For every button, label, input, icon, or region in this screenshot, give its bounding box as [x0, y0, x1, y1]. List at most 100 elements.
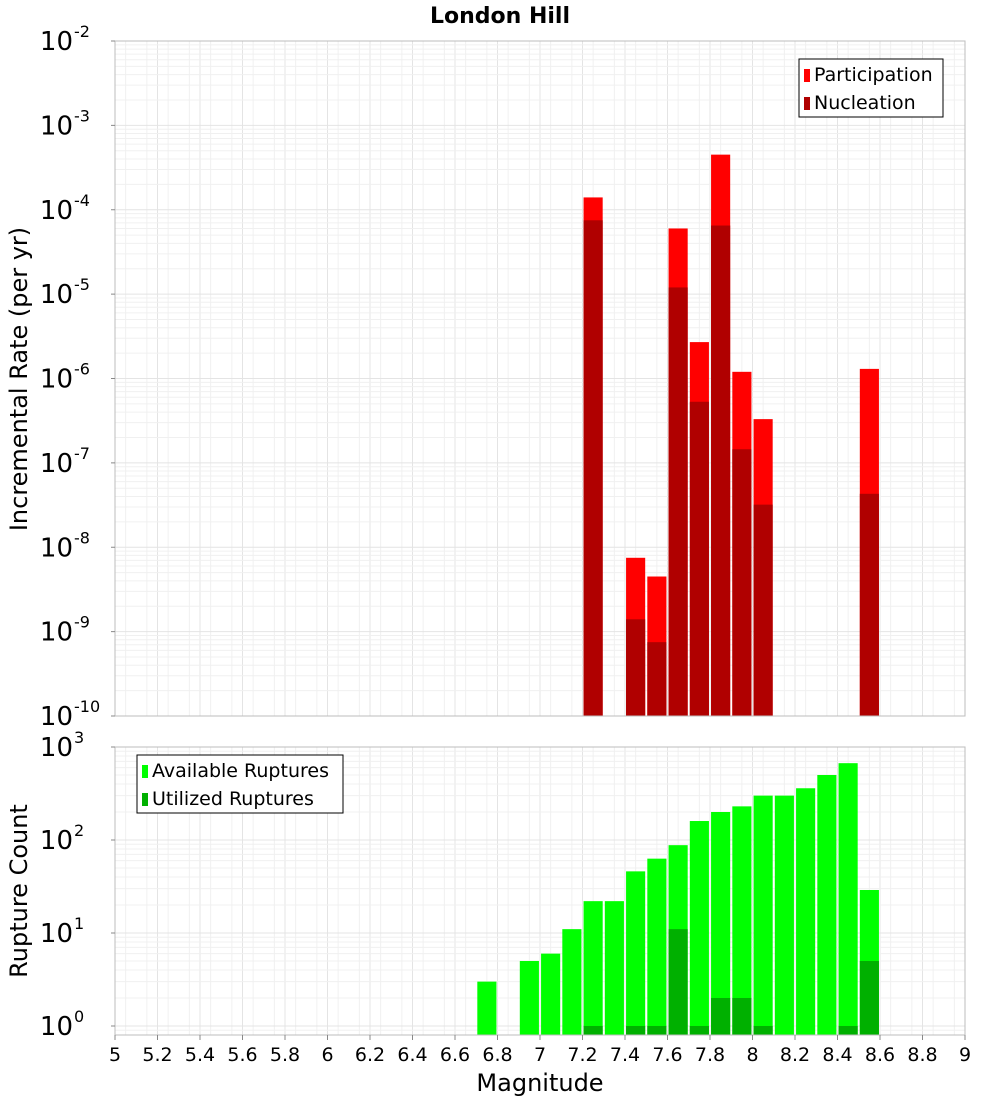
legend-box [136, 754, 344, 814]
x-tick-label: 8.6 [865, 1044, 895, 1066]
bar-utilized-ruptures [732, 997, 752, 1035]
y-tick-exponent: -10 [74, 697, 100, 716]
x-tick-label: 7.2 [567, 1044, 597, 1066]
y-tick-exponent: 1 [74, 914, 84, 933]
y-tick-label: 10 [40, 919, 73, 949]
x-tick-label: 6.2 [355, 1044, 385, 1066]
bar-available-ruptures [689, 821, 709, 1035]
y-axis-title: Rupture Count [5, 804, 33, 978]
x-tick-label: 7.4 [610, 1044, 640, 1066]
x-tick-label: 8.2 [780, 1044, 810, 1066]
legend-label: Participation [814, 64, 933, 86]
bar-utilized-ruptures [583, 1025, 603, 1035]
y-tick-label: 10 [40, 196, 73, 226]
y-tick-label: 10 [40, 365, 73, 395]
x-tick-label: 6.4 [397, 1044, 427, 1066]
bar-nucleation [626, 619, 646, 716]
x-tick-label: 8.4 [822, 1044, 852, 1066]
bar-nucleation [732, 449, 752, 716]
x-tick-label: 7.6 [652, 1044, 682, 1066]
bar-nucleation [711, 225, 731, 716]
x-tick-label: 5 [109, 1044, 121, 1066]
x-tick-label: 7 [534, 1044, 546, 1066]
legend: Available Ruptures Utilized Ruptures [136, 754, 344, 814]
y-tick-exponent: 0 [74, 1007, 84, 1026]
legend-label: Nucleation [814, 92, 916, 114]
bar-available-ruptures [626, 871, 646, 1035]
bar-available-ruptures [732, 806, 752, 1035]
bar-available-ruptures [583, 901, 603, 1035]
x-tick-label: 7.8 [695, 1044, 725, 1066]
bar-utilized-ruptures [647, 1025, 667, 1035]
legend-swatch [804, 97, 810, 110]
bar-available-ruptures [477, 981, 497, 1035]
bar-available-ruptures [753, 795, 773, 1035]
bar-nucleation [583, 220, 603, 717]
chart-title: London Hill [430, 4, 570, 29]
bar-available-ruptures [562, 929, 582, 1035]
bar-nucleation [859, 493, 879, 716]
y-tick-label: 10 [40, 702, 73, 732]
bar-utilized-ruptures [689, 1025, 709, 1035]
y-tick-label: 10 [40, 533, 73, 563]
y-tick-exponent: -5 [74, 275, 90, 294]
legend-label: Utilized Ruptures [152, 788, 314, 810]
bar-utilized-ruptures [711, 997, 731, 1035]
y-tick-label: 10 [40, 449, 73, 479]
bar-utilized-ruptures [859, 960, 879, 1035]
x-tick-label: 5.8 [270, 1044, 300, 1066]
y-tick-exponent: -6 [74, 360, 90, 379]
bar-nucleation [689, 401, 709, 716]
x-axis-title: Magnitude [476, 1069, 603, 1097]
y-tick-label: 10 [40, 111, 73, 141]
x-tick-label: 6.8 [482, 1044, 512, 1066]
bar-nucleation [668, 287, 688, 716]
y-tick-label: 10 [40, 618, 73, 648]
bar-utilized-ruptures [753, 1025, 773, 1035]
y-tick-exponent: 2 [74, 821, 84, 840]
legend-swatch [804, 69, 810, 82]
y-tick-exponent: -3 [74, 106, 90, 125]
x-tick-label: 5.2 [142, 1044, 172, 1066]
x-tick-label: 6 [321, 1044, 333, 1066]
y-tick-label: 10 [40, 280, 73, 310]
bar-available-ruptures [796, 788, 816, 1035]
x-tick-label: 5.6 [227, 1044, 257, 1066]
legend-swatch [142, 793, 148, 806]
legend-label: Available Ruptures [152, 760, 329, 782]
y-tick-exponent: -8 [74, 528, 90, 547]
y-tick-label: 10 [40, 826, 73, 856]
bar-utilized-ruptures [626, 1025, 646, 1035]
y-tick-exponent: -9 [74, 613, 90, 632]
bar-available-ruptures [604, 901, 624, 1035]
y-tick-label: 10 [40, 733, 73, 763]
bar-available-ruptures [838, 763, 858, 1035]
legend-box [798, 58, 944, 118]
y-axis-title: Incremental Rate (per yr) [5, 227, 33, 531]
x-tick-label: 8 [746, 1044, 758, 1066]
y-tick-exponent: -2 [74, 22, 90, 41]
y-tick-label: 10 [40, 1012, 73, 1042]
bar-available-ruptures [774, 795, 794, 1035]
y-tick-label: 10 [40, 27, 73, 57]
x-tick-label: 6.6 [440, 1044, 470, 1066]
bar-available-ruptures [519, 960, 539, 1035]
x-tick-label: 8.8 [907, 1044, 937, 1066]
bar-nucleation [647, 642, 667, 716]
bar-available-ruptures [541, 953, 561, 1035]
x-tick-label: 5.4 [185, 1044, 215, 1066]
legend: Participation Nucleation [798, 58, 944, 118]
x-tick-label: 9 [959, 1044, 971, 1066]
bar-available-ruptures [817, 774, 837, 1035]
legend-swatch [142, 765, 148, 778]
bar-available-ruptures [711, 812, 731, 1035]
y-tick-exponent: 3 [74, 728, 84, 747]
y-tick-exponent: -4 [74, 191, 90, 210]
bar-utilized-ruptures [668, 929, 688, 1035]
bar-utilized-ruptures [838, 1025, 858, 1035]
y-tick-exponent: -7 [74, 444, 90, 463]
